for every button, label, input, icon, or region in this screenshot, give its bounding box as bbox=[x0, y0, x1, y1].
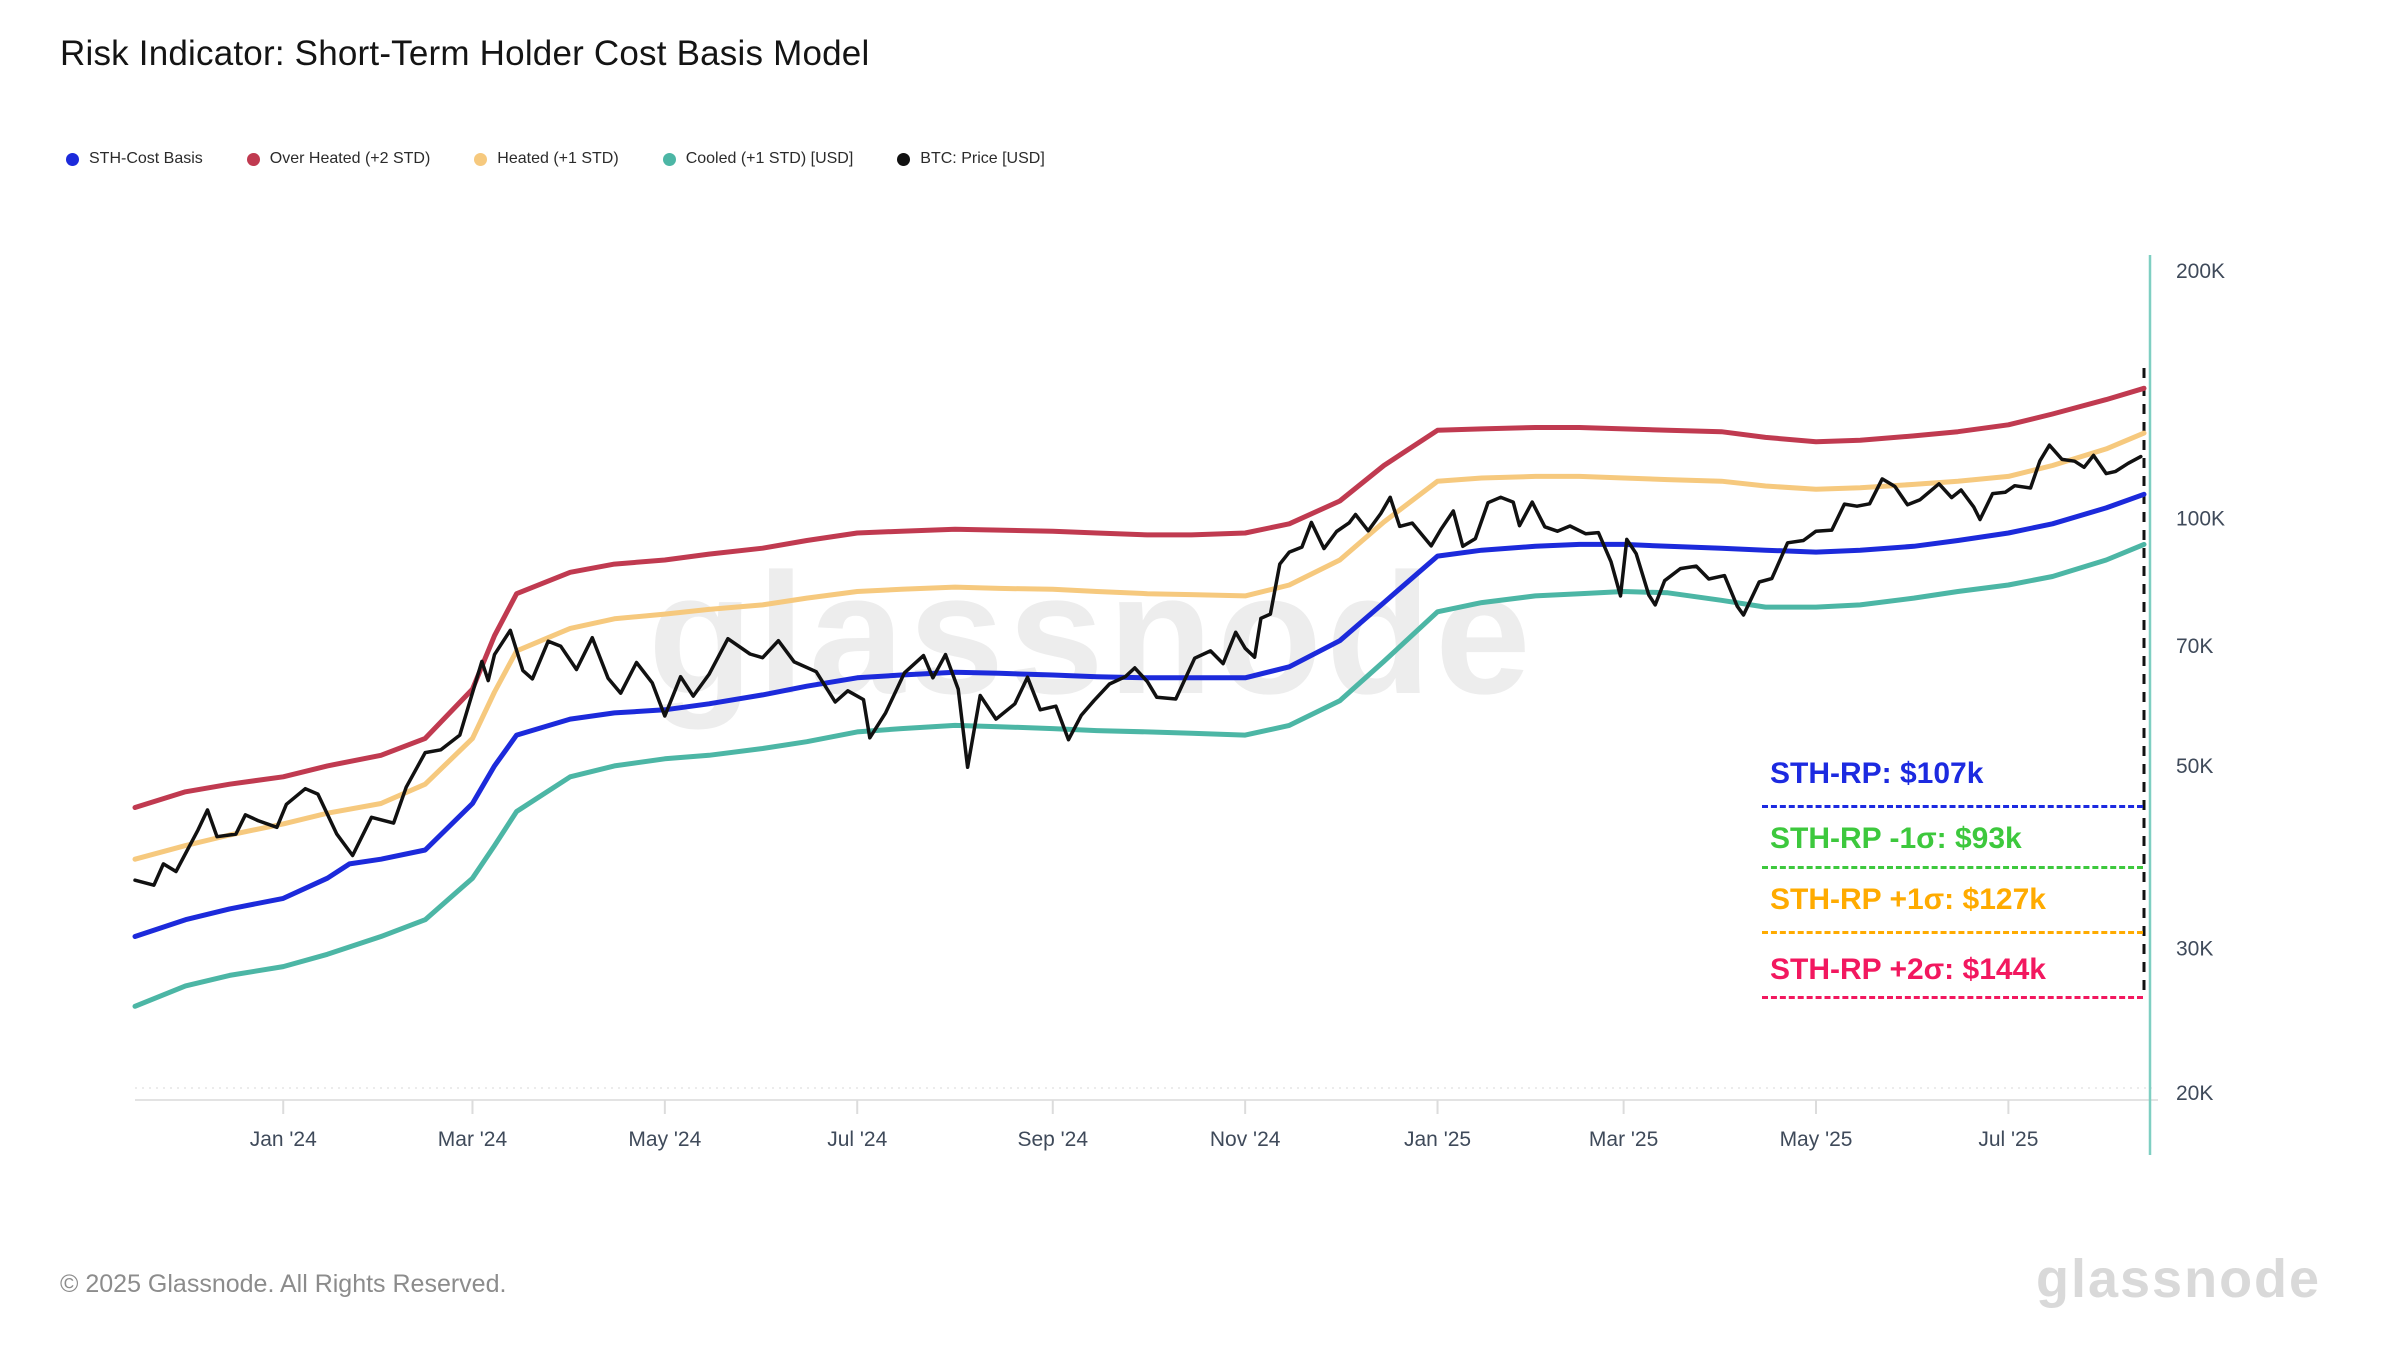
chart-legend: STH-Cost Basis Over Heated (+2 STD) Heat… bbox=[66, 150, 1045, 168]
series-btc-price bbox=[133, 443, 2143, 887]
y-tick-label: 30K bbox=[2176, 937, 2213, 960]
series-cooled-minus-1-std bbox=[132, 541, 2147, 1009]
x-tick-label: Mar '25 bbox=[1589, 1128, 1658, 1151]
annotation-sth-rp: STH-RP: $107k bbox=[1770, 757, 1984, 790]
legend-dot-icon bbox=[897, 152, 911, 166]
glassnode-logo: glassnode bbox=[2036, 1249, 2322, 1309]
x-tick-label: Sep '24 bbox=[1017, 1128, 1088, 1151]
page-title: Risk Indicator: Short-Term Holder Cost B… bbox=[60, 34, 870, 73]
x-tick-label: May '25 bbox=[1780, 1128, 1853, 1151]
annotation-plus-2-sigma-dashed-line bbox=[1762, 996, 2143, 999]
x-tick-label: Jan '24 bbox=[250, 1128, 317, 1151]
annotation-sth-rp-minus-1-sigma: STH-RP -1σ: $93k bbox=[1770, 822, 2022, 855]
annotation-sth-rp-dashed-line bbox=[1762, 805, 2143, 808]
legend-item-sth-cost-basis[interactable]: STH-Cost Basis bbox=[66, 150, 203, 168]
x-tick-label: Jan '25 bbox=[1404, 1128, 1471, 1151]
annotation-minus-1-sigma-dashed-line bbox=[1762, 866, 2143, 869]
legend-item-cooled[interactable]: Cooled (+1 STD) [USD] bbox=[662, 150, 854, 168]
legend-label: Over Heated (+2 STD) bbox=[269, 150, 431, 167]
y-tick-label: 100K bbox=[2176, 507, 2225, 530]
legend-item-heated[interactable]: Heated (+1 STD) bbox=[474, 150, 619, 168]
x-tick-label: May '24 bbox=[628, 1128, 701, 1151]
series-heated-plus-1-std bbox=[132, 430, 2147, 862]
legend-dot-icon bbox=[246, 152, 260, 166]
annotation-plus-1-sigma-dashed-line bbox=[1762, 931, 2143, 934]
annotation-sth-rp-plus-1-sigma: STH-RP +1σ: $127k bbox=[1770, 883, 2046, 916]
y-tick-label: 200K bbox=[2176, 260, 2225, 283]
y-tick-label: 20K bbox=[2176, 1082, 2213, 1105]
legend-dot-icon bbox=[662, 152, 676, 166]
x-tick-label: Nov '24 bbox=[1210, 1128, 1281, 1151]
legend-label: BTC: Price [USD] bbox=[920, 150, 1045, 167]
x-tick-label: Jul '25 bbox=[1978, 1128, 2038, 1151]
y-tick-label: 70K bbox=[2176, 635, 2213, 658]
annotation-sth-rp-plus-2-sigma: STH-RP +2σ: $144k bbox=[1770, 953, 2046, 986]
x-tick-label: Jul '24 bbox=[827, 1128, 887, 1151]
series-sth-cost-basis bbox=[132, 491, 2147, 939]
legend-label: STH-Cost Basis bbox=[89, 150, 203, 167]
legend-item-over-heated[interactable]: Over Heated (+2 STD) bbox=[246, 150, 431, 168]
legend-dot-icon bbox=[66, 152, 79, 166]
copyright-text: © 2025 Glassnode. All Rights Reserved. bbox=[60, 1270, 507, 1298]
legend-label: Heated (+1 STD) bbox=[497, 150, 619, 167]
glassnode-watermark: glassnode bbox=[648, 538, 1535, 730]
series-over-heated-plus-2-std bbox=[132, 385, 2147, 810]
x-tick-label: Mar '24 bbox=[438, 1128, 508, 1151]
legend-dot-icon bbox=[474, 152, 488, 166]
y-tick-label: 50K bbox=[2176, 755, 2213, 778]
legend-item-btc-price[interactable]: BTC: Price [USD] bbox=[897, 150, 1045, 168]
legend-label: Cooled (+1 STD) [USD] bbox=[685, 150, 854, 167]
